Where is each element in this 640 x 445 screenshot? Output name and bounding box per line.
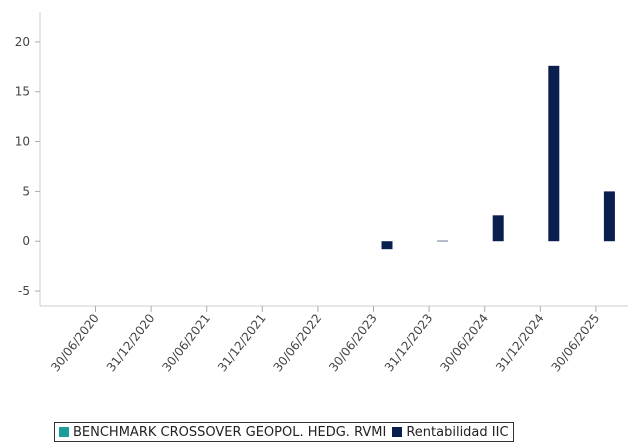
x-tick-label: 31/12/2020 (104, 311, 158, 374)
legend-label-rentabilidad: Rentabilidad IIC (406, 424, 509, 440)
bar-rentabilidad-31-12-2024 (548, 65, 560, 242)
legend-swatch-benchmark (59, 427, 69, 437)
legend-item-rentabilidad: Rentabilidad IIC (392, 424, 509, 440)
bars-group (381, 65, 615, 250)
legend-label-benchmark: BENCHMARK CROSSOVER GEOPOL. HEDG. RVMI (73, 424, 387, 440)
x-tick-label: 31/12/2023 (382, 311, 436, 374)
y-tick-label: 5 (22, 184, 30, 198)
y-tick-label: 0 (22, 234, 30, 248)
x-tick-label: 30/06/2023 (326, 311, 380, 374)
x-tick-label: 31/12/2024 (493, 311, 547, 374)
bar-rentabilidad-31-12-2023 (437, 240, 449, 242)
y-tick-label: -5 (18, 284, 30, 298)
legend: BENCHMARK CROSSOVER GEOPOL. HEDG. RVMI R… (54, 422, 514, 442)
legend-item-benchmark: BENCHMARK CROSSOVER GEOPOL. HEDG. RVMI (59, 425, 386, 440)
x-tick-label: 30/06/2025 (549, 311, 603, 374)
x-tick-label: 30/06/2022 (271, 311, 325, 374)
x-tick-label: 30/06/2024 (437, 311, 491, 374)
bar-rentabilidad-30-06-2024 (492, 215, 504, 242)
x-axis: 30/06/2020 31/12/2020 30/06/2021 31/12/2021… (40, 305, 628, 374)
bar-rentabilidad-30-06-2025 (603, 191, 615, 242)
x-tick-label: 30/06/2021 (159, 311, 213, 374)
bar-rentabilidad-30-06-2023 (381, 241, 393, 250)
y-tick-label: 20 (15, 35, 30, 49)
x-tick-label: 31/12/2021 (215, 311, 269, 374)
legend-swatch-rentabilidad (392, 427, 403, 437)
x-tick-label: 30/06/2020 (48, 311, 102, 374)
y-tick-label: 15 (15, 85, 30, 99)
y-axis: -5 0 5 10 15 20 (15, 12, 41, 306)
y-tick-label: 10 (15, 135, 30, 149)
